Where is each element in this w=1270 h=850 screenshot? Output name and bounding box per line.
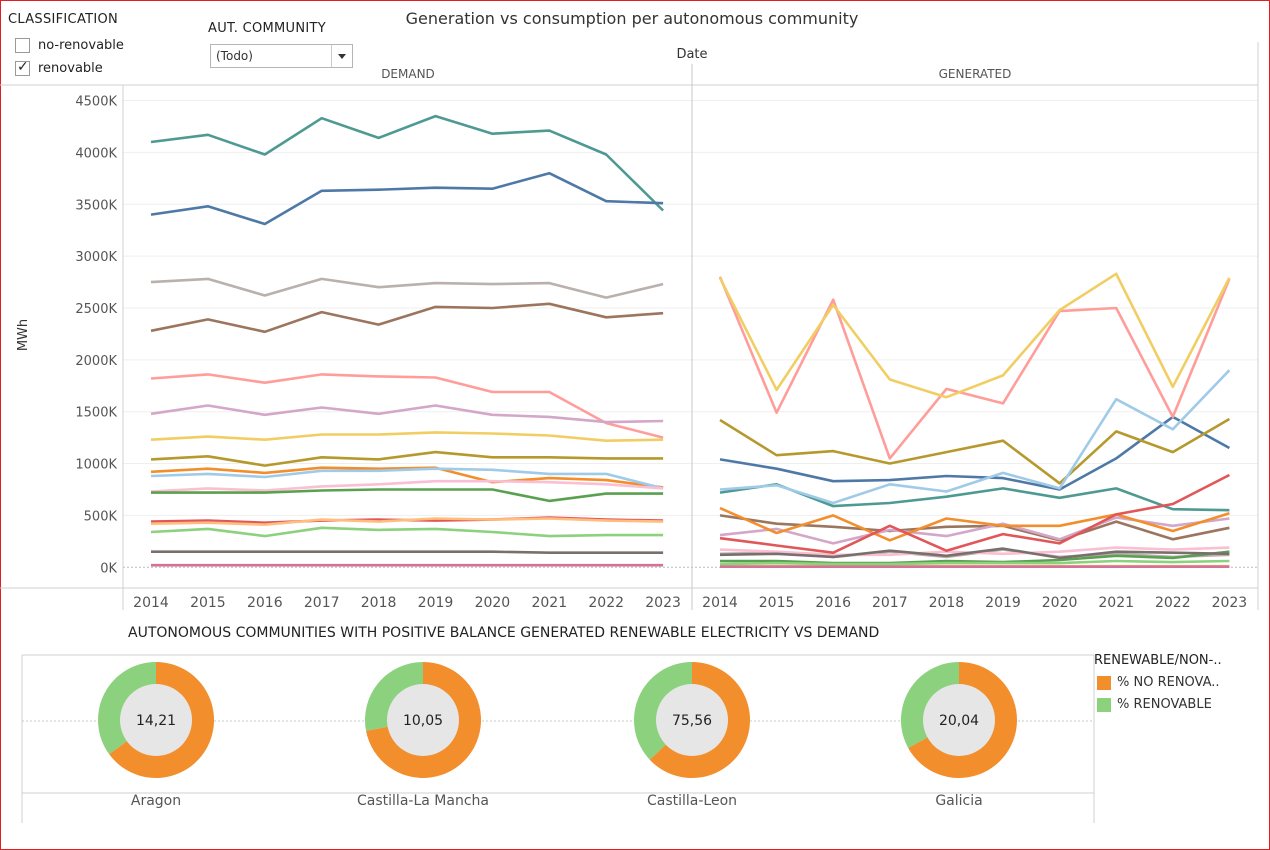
renovable-checkbox[interactable] bbox=[15, 59, 30, 76]
gridlines bbox=[123, 100, 1258, 568]
y-tick-label: 2500K bbox=[75, 302, 117, 317]
y-axis-label: MWh bbox=[16, 319, 31, 351]
y-tick-labels: 0K 500K 1000K 1500K 2000K 2500K 3000K 3500K 4000… bbox=[75, 95, 117, 577]
x-tick-label: 2020 bbox=[475, 595, 511, 611]
generated-panel-header: GENERATED bbox=[939, 67, 1012, 81]
donut-category-label: Galicia bbox=[935, 793, 982, 809]
y-tick-label: 4500K bbox=[75, 95, 117, 110]
no-renovable-checkbox[interactable] bbox=[15, 38, 30, 53]
generated-series-line-0[interactable] bbox=[719, 482, 1230, 512]
generated-series-line-9[interactable] bbox=[719, 369, 1231, 505]
demand-series-line-10[interactable] bbox=[150, 479, 664, 493]
donut-hole bbox=[656, 684, 728, 756]
donut-chart: 14,21 Aragon 10,05 Castilla-La Mancha 75,56 C… bbox=[21, 654, 1095, 823]
demand-series-line-7[interactable] bbox=[150, 450, 664, 467]
x-tick-label: 2016 bbox=[247, 595, 283, 611]
x-tick-label: 2021 bbox=[531, 595, 567, 611]
generated-series-line-12[interactable] bbox=[719, 473, 1230, 555]
demand-series-line-14[interactable] bbox=[150, 526, 664, 538]
classification-filter-title: CLASSIFICATION bbox=[8, 12, 119, 27]
generated-series-line-15[interactable] bbox=[719, 547, 1230, 560]
demand-series-line-2[interactable] bbox=[150, 277, 664, 299]
generated-series-line-7[interactable] bbox=[719, 417, 1231, 485]
renovable-label[interactable]: renovable bbox=[38, 61, 103, 76]
x-tick-label: 2023 bbox=[645, 595, 681, 611]
donut-center-label: 10,05 bbox=[403, 713, 443, 729]
line-chart: Generation vs consumption per autonomous… bbox=[0, 9, 1259, 611]
donut-hole bbox=[387, 684, 459, 756]
y-tick-label: 3500K bbox=[75, 198, 117, 213]
generated-series-line-8[interactable] bbox=[719, 506, 1230, 542]
donut-center-label: 75,56 bbox=[672, 713, 712, 729]
demand-series-line-9[interactable] bbox=[150, 467, 664, 490]
date-column-header: Date bbox=[676, 47, 707, 62]
generated-series-line-4[interactable] bbox=[718, 276, 1231, 460]
donut-section-title: AUTONOMOUS COMMUNITIES WITH POSITIVE BAL… bbox=[128, 625, 880, 641]
donut-hole bbox=[120, 684, 192, 756]
donut-category-label: Castilla-La Mancha bbox=[357, 793, 489, 809]
y-tick-label: 1000K bbox=[75, 458, 117, 473]
x-tick-label: 2015 bbox=[190, 595, 226, 611]
x-tick-label: 2018 bbox=[361, 595, 397, 611]
y-tick-label: 2000K bbox=[75, 354, 117, 369]
axes bbox=[0, 42, 1259, 610]
demand-panel-header: DEMAND bbox=[381, 67, 435, 81]
demand-series-line-5[interactable] bbox=[150, 404, 664, 424]
x-tick-label: 2019 bbox=[985, 595, 1021, 611]
x-tick-label: 2018 bbox=[929, 595, 965, 611]
y-tick-label: 4000K bbox=[75, 146, 117, 161]
y-tick-label: 3000K bbox=[75, 250, 117, 265]
y-tick-label: 1500K bbox=[75, 406, 117, 421]
x-tick-label: 2020 bbox=[1042, 595, 1078, 611]
chevron-down-icon[interactable] bbox=[331, 45, 352, 67]
x-tick-label: 2014 bbox=[133, 595, 169, 611]
x-tick-label: 2019 bbox=[418, 595, 454, 611]
donut-category-label: Castilla-Leon bbox=[647, 793, 737, 809]
generated-series-line-14[interactable] bbox=[719, 559, 1230, 566]
demand-series-line-4[interactable] bbox=[150, 373, 664, 439]
no-renovable-label[interactable]: no-renovable bbox=[38, 38, 124, 53]
demand-series-line-13[interactable] bbox=[150, 517, 664, 527]
y-tick-label: 500K bbox=[84, 509, 118, 524]
generated-series-line-11[interactable] bbox=[720, 550, 1230, 565]
demand-series-line-3[interactable] bbox=[150, 302, 664, 334]
x-tick-labels: 2014 2015 2016 2017 2018 2019 2020 2021 2022 2023… bbox=[133, 595, 1247, 611]
donut-center-label: 20,04 bbox=[939, 713, 979, 729]
legend-label-no-renovable[interactable]: % NO RENOVA.. bbox=[1117, 675, 1220, 690]
x-tick-label: 2017 bbox=[872, 595, 908, 611]
legend-swatch-renovable bbox=[1097, 698, 1111, 712]
y-tick-label: 0K bbox=[100, 561, 117, 576]
demand-series-line-11[interactable] bbox=[151, 488, 664, 503]
community-filter-title: AUT. COMMUNITY bbox=[208, 21, 326, 36]
donut-category-label: Aragon bbox=[131, 793, 181, 809]
community-dropdown-value: (Todo) bbox=[216, 49, 253, 63]
donut-center-label: 14,21 bbox=[136, 713, 176, 729]
x-tick-label: 2017 bbox=[304, 595, 340, 611]
generated-series-line-6[interactable] bbox=[718, 272, 1231, 399]
x-tick-label: 2022 bbox=[1155, 595, 1191, 611]
demand-series-line-0[interactable] bbox=[150, 114, 665, 212]
community-dropdown[interactable]: (Todo) bbox=[210, 44, 353, 68]
series-lines bbox=[150, 114, 1231, 569]
donuts: 14,21 Aragon 10,05 Castilla-La Mancha 75,56 C… bbox=[98, 662, 1017, 809]
chart-title: Generation vs consumption per autonomous… bbox=[406, 9, 859, 28]
x-tick-label: 2014 bbox=[702, 595, 738, 611]
x-tick-label: 2015 bbox=[759, 595, 795, 611]
x-tick-label: 2016 bbox=[815, 595, 851, 611]
legend-swatch-no-renovable bbox=[1097, 676, 1111, 690]
demand-series-line-1[interactable] bbox=[150, 171, 664, 226]
legend-label-renovable[interactable]: % RENOVABLE bbox=[1117, 697, 1212, 712]
generated-series-line-1[interactable] bbox=[719, 415, 1231, 491]
demand-series-line-6[interactable] bbox=[150, 431, 664, 443]
demand-series-line-15[interactable] bbox=[151, 550, 664, 555]
donut-hole bbox=[923, 684, 995, 756]
x-tick-label: 2021 bbox=[1098, 595, 1134, 611]
x-tick-label: 2023 bbox=[1212, 595, 1248, 611]
demand-series-line-8[interactable] bbox=[150, 466, 664, 489]
legend-title: RENEWABLE/NON-.. bbox=[1094, 653, 1222, 668]
x-tick-label: 2022 bbox=[588, 595, 624, 611]
donut-panel-frame bbox=[21, 654, 1095, 823]
